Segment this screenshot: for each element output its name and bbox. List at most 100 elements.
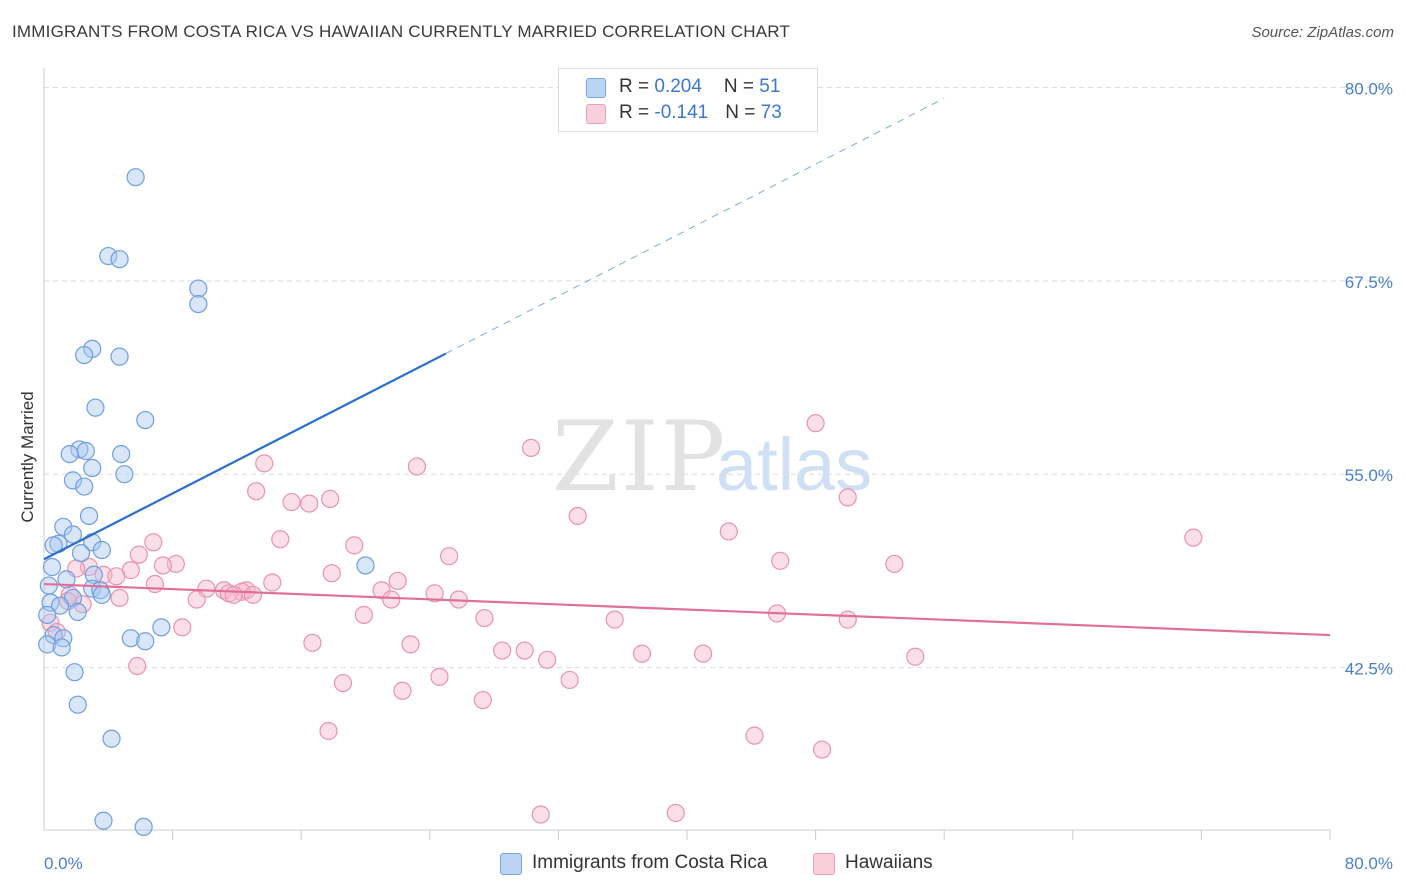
y-axis-label: Currently Married <box>18 391 37 522</box>
watermark-zip: ZIP <box>552 401 727 513</box>
axes <box>43 68 1331 840</box>
point-hawaiians <box>521 438 541 458</box>
point-costa-rica <box>92 585 111 604</box>
point-hawaiians <box>144 533 163 552</box>
y-tick-label: 42.5% <box>1345 660 1393 679</box>
point-hawaiians <box>430 667 449 686</box>
point-costa-rica <box>65 663 84 682</box>
watermark-atlas: atlas <box>716 423 872 506</box>
point-costa-rica <box>50 596 70 615</box>
point-hawaiians <box>388 571 407 591</box>
gridlines <box>44 86 1392 669</box>
point-costa-rica <box>136 632 155 651</box>
point-hawaiians <box>333 673 353 693</box>
point-hawaiians <box>224 585 243 604</box>
y-tick-label: 55.0% <box>1345 466 1393 485</box>
point-hawaiians <box>812 740 832 759</box>
y-tick-label: 67.5% <box>1345 273 1393 292</box>
point-costa-rica <box>60 444 79 464</box>
point-costa-rica <box>126 168 145 187</box>
point-costa-rica <box>68 695 87 714</box>
point-costa-rica <box>86 398 105 417</box>
point-hawaiians <box>666 803 685 823</box>
point-costa-rica <box>42 557 62 577</box>
point-hawaiians <box>568 506 587 526</box>
point-hawaiians <box>173 618 192 637</box>
point-hawaiians <box>128 656 147 676</box>
point-costa-rica <box>102 729 121 748</box>
x-tick-labels: 0.0% 80.0% <box>44 854 1393 873</box>
point-hawaiians <box>632 644 652 663</box>
legend-swatch-pink <box>586 104 606 124</box>
point-costa-rica <box>99 246 118 266</box>
point-costa-rica <box>134 817 153 837</box>
point-hawaiians <box>263 573 282 592</box>
point-hawaiians <box>322 564 341 583</box>
point-costa-rica <box>70 440 89 459</box>
point-hawaiians <box>693 644 713 663</box>
point-hawaiians <box>129 545 148 564</box>
point-costa-rica <box>54 517 73 536</box>
point-hawaiians <box>745 726 764 745</box>
bottom-legend-swatch-pink <box>813 853 835 875</box>
point-hawaiians <box>300 494 319 513</box>
y-tick-label: 80.0% <box>1345 79 1393 98</box>
point-hawaiians <box>605 610 624 629</box>
trend-line-hawaiians <box>43 582 1331 637</box>
legend-n-label-2: N = <box>725 102 761 123</box>
point-hawaiians <box>110 588 129 608</box>
point-hawaiians <box>401 635 420 654</box>
point-hawaiians <box>145 574 165 594</box>
point-costa-rica <box>94 811 113 830</box>
point-hawaiians <box>303 633 322 652</box>
point-costa-rica <box>38 635 57 654</box>
x-tick-label: 0.0% <box>44 854 83 873</box>
point-hawaiians <box>475 608 494 628</box>
point-hawaiians <box>187 590 206 609</box>
point-costa-rica <box>115 465 134 484</box>
legend-n-value-1: 51 <box>759 76 781 97</box>
bottom-legend-label-hawaiians: Hawaiians <box>845 852 933 873</box>
chart-title: IMMIGRANTS FROM COSTA RICA VS HAWAIIAN C… <box>12 22 790 41</box>
point-hawaiians <box>354 605 373 625</box>
legend-swatch-blue <box>586 78 606 98</box>
point-costa-rica <box>75 477 94 496</box>
point-costa-rica <box>52 638 71 657</box>
point-hawaiians <box>719 522 738 541</box>
point-hawaiians <box>372 581 391 600</box>
point-costa-rica <box>112 444 131 464</box>
point-costa-rica <box>63 525 83 544</box>
y-tick-labels: 42.5% 55.0% 67.5% 80.0% <box>1345 79 1393 678</box>
point-hawaiians <box>473 690 492 710</box>
hawaiians-points <box>41 414 1203 824</box>
point-costa-rica <box>71 543 91 563</box>
point-hawaiians <box>439 547 459 566</box>
point-costa-rica <box>79 506 99 526</box>
bottom-legend-label-costa-rica: Immigrants from Costa Rica <box>532 852 768 873</box>
legend-n-label-1: N = <box>723 76 760 97</box>
trend-lines <box>43 97 1331 637</box>
point-hawaiians <box>393 681 412 700</box>
legend-r-label-2: R = <box>619 102 655 123</box>
point-hawaiians <box>247 482 266 501</box>
point-costa-rica <box>136 410 155 430</box>
point-costa-rica <box>63 471 83 490</box>
point-hawaiians <box>345 536 364 555</box>
point-hawaiians <box>515 641 534 660</box>
point-hawaiians <box>560 670 579 690</box>
trend-line-costa-rica-extension <box>445 97 945 354</box>
point-hawaiians <box>243 585 263 604</box>
point-costa-rica <box>84 565 103 584</box>
x-tick-label: 80.0% <box>1345 854 1393 873</box>
point-costa-rica <box>68 602 87 621</box>
point-hawaiians <box>538 650 557 669</box>
point-hawaiians <box>282 492 301 512</box>
point-costa-rica <box>54 629 73 648</box>
point-hawaiians <box>531 805 550 824</box>
point-costa-rica <box>57 570 76 589</box>
point-hawaiians <box>838 610 857 629</box>
point-costa-rica <box>110 347 129 366</box>
legend-r-value-2: -0.141 <box>654 102 709 123</box>
legend-r-label-1: R = <box>619 76 655 97</box>
watermark: ZIP atlas <box>552 401 872 513</box>
